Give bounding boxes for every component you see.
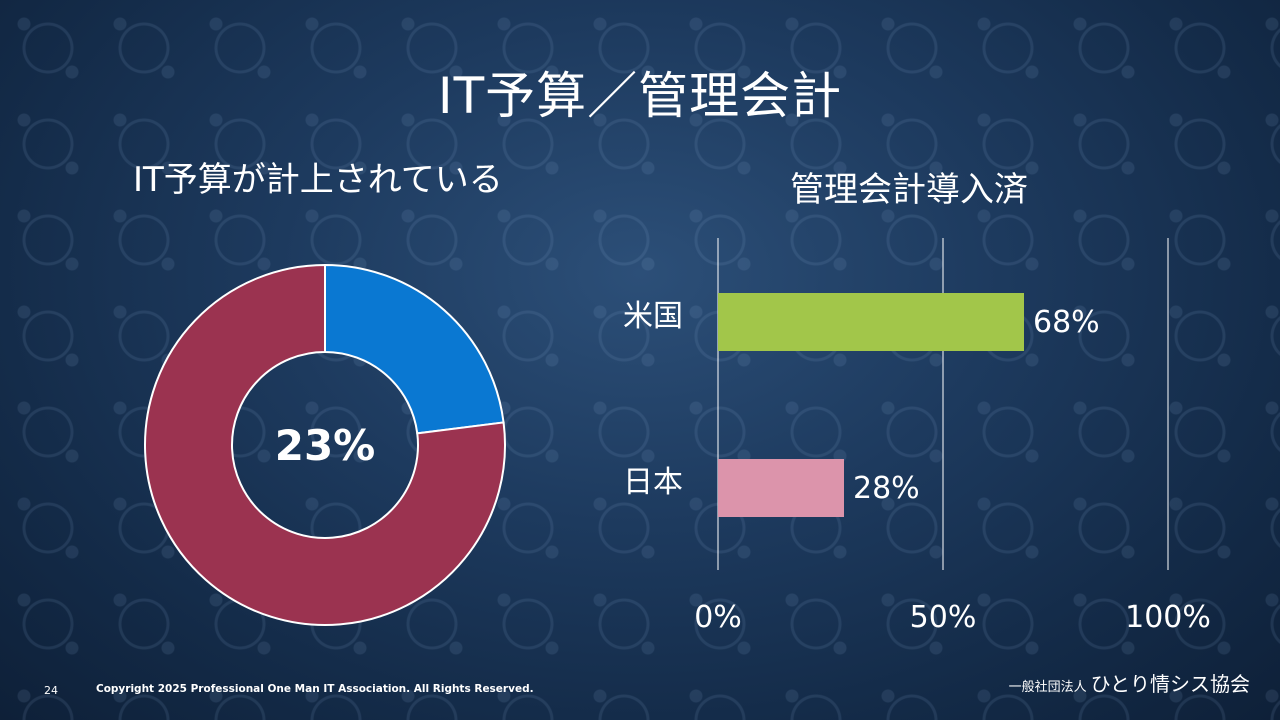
category-label: 日本 xyxy=(623,465,683,500)
donut-slice-1 xyxy=(324,263,505,435)
category-label: 米国 xyxy=(623,299,683,334)
organization-prefix: 一般社団法人 xyxy=(1008,680,1087,695)
slide-title: IT予算／管理会計 xyxy=(437,67,843,125)
x-tick-label: 0% xyxy=(694,600,742,635)
bar-value-label: 68% xyxy=(1033,305,1100,340)
bar-japan xyxy=(718,459,844,517)
donut-center-label: 23% xyxy=(275,421,376,470)
organization-name: 一般社団法人 ひとり情シス協会 xyxy=(1009,668,1250,697)
page-number: 24 xyxy=(44,684,58,697)
bar-chart-subtitle: 管理会計導入済 xyxy=(790,170,1028,210)
copyright-text: Copyright 2025 Professional One Man IT A… xyxy=(96,683,534,695)
x-tick-label: 50% xyxy=(910,600,977,635)
organization-title: ひとり情シス協会 xyxy=(1090,672,1250,696)
x-tick-label: 100% xyxy=(1125,600,1211,635)
bar-value-label: 28% xyxy=(853,471,920,506)
bar-us xyxy=(718,293,1024,351)
donut-chart-subtitle: IT予算が計上されている xyxy=(133,160,503,200)
donut-slice-2 xyxy=(144,263,506,626)
